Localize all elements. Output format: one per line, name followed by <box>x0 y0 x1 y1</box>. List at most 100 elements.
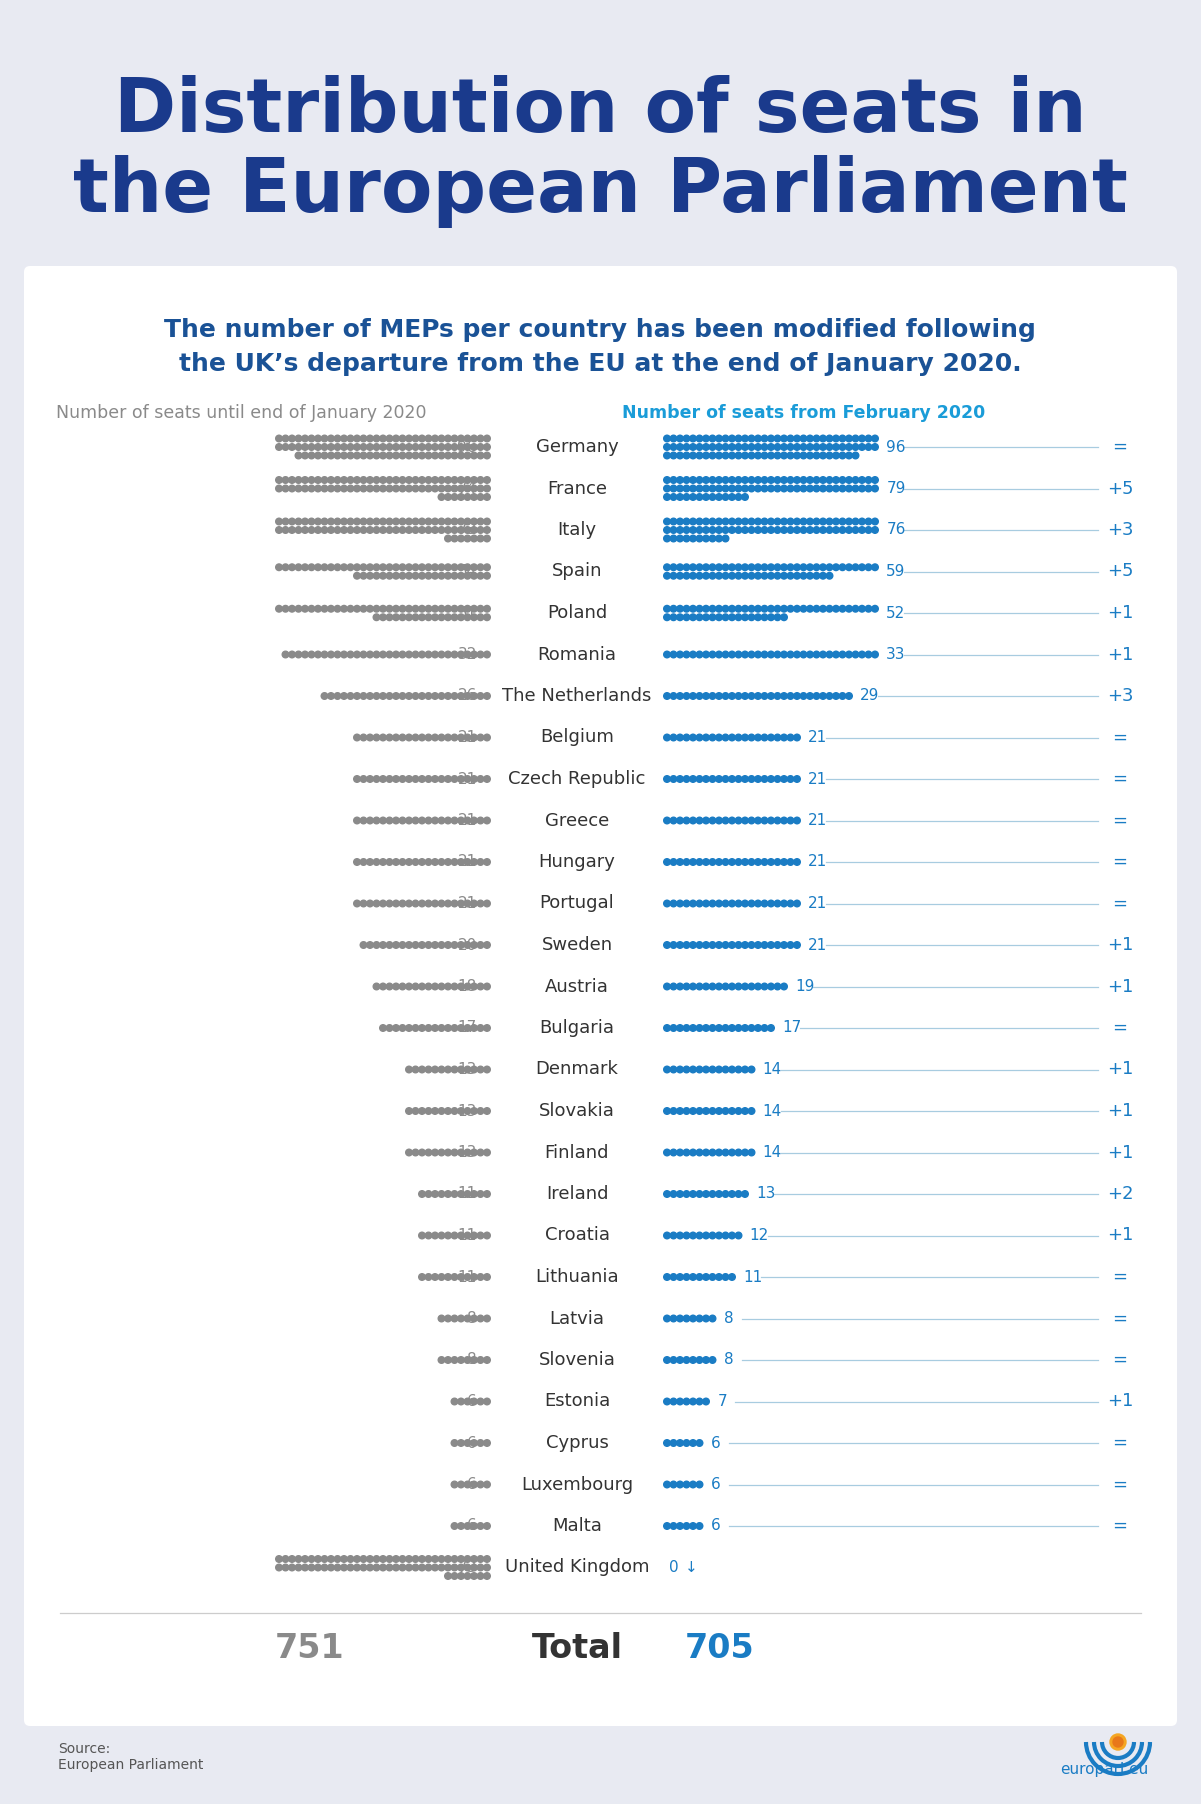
Circle shape <box>697 435 703 442</box>
Circle shape <box>826 651 832 658</box>
Circle shape <box>775 983 781 990</box>
Circle shape <box>839 453 846 458</box>
Circle shape <box>288 485 295 492</box>
Circle shape <box>360 776 366 783</box>
Circle shape <box>710 527 716 534</box>
Circle shape <box>328 476 334 483</box>
Text: =: = <box>1112 812 1128 830</box>
Circle shape <box>689 453 697 458</box>
Text: =: = <box>1112 1019 1128 1037</box>
Circle shape <box>354 527 360 534</box>
Text: +1: +1 <box>1107 978 1134 996</box>
Circle shape <box>703 435 710 442</box>
Circle shape <box>458 942 465 949</box>
Circle shape <box>676 527 683 534</box>
Circle shape <box>722 817 729 824</box>
Circle shape <box>452 900 458 907</box>
Circle shape <box>452 435 458 442</box>
Circle shape <box>374 651 380 658</box>
Circle shape <box>742 453 748 458</box>
Circle shape <box>282 651 288 658</box>
Circle shape <box>295 518 301 525</box>
Circle shape <box>794 565 800 570</box>
Circle shape <box>393 734 399 741</box>
Circle shape <box>787 476 794 483</box>
Circle shape <box>729 1108 735 1115</box>
Circle shape <box>689 651 697 658</box>
Circle shape <box>458 651 465 658</box>
Circle shape <box>794 453 800 458</box>
Circle shape <box>282 476 288 483</box>
Circle shape <box>425 1274 432 1281</box>
Circle shape <box>484 453 490 458</box>
Circle shape <box>438 983 444 990</box>
Circle shape <box>431 942 438 949</box>
Circle shape <box>754 776 761 783</box>
Circle shape <box>360 527 366 534</box>
Text: 14: 14 <box>763 1063 782 1077</box>
Text: 17: 17 <box>458 1021 477 1035</box>
Text: 13: 13 <box>458 1063 477 1077</box>
Circle shape <box>412 453 419 458</box>
Circle shape <box>387 518 393 525</box>
Circle shape <box>742 527 748 534</box>
Circle shape <box>742 476 748 483</box>
Circle shape <box>458 536 465 541</box>
Circle shape <box>393 476 399 483</box>
Circle shape <box>452 693 458 700</box>
Circle shape <box>729 693 735 700</box>
Circle shape <box>471 1232 477 1239</box>
Circle shape <box>399 444 406 451</box>
Circle shape <box>722 1025 729 1032</box>
Circle shape <box>431 1274 438 1281</box>
Circle shape <box>399 613 406 621</box>
Circle shape <box>767 565 775 570</box>
Circle shape <box>282 565 288 570</box>
Circle shape <box>471 1357 477 1364</box>
Circle shape <box>807 485 813 492</box>
Circle shape <box>387 572 393 579</box>
Circle shape <box>406 453 412 458</box>
Circle shape <box>458 859 465 866</box>
Circle shape <box>683 527 689 534</box>
Circle shape <box>425 565 432 570</box>
Circle shape <box>334 651 341 658</box>
Circle shape <box>683 1191 689 1198</box>
Circle shape <box>729 859 735 866</box>
Circle shape <box>465 1398 471 1405</box>
Circle shape <box>288 565 295 570</box>
Circle shape <box>754 693 761 700</box>
Circle shape <box>735 527 742 534</box>
Circle shape <box>477 453 484 458</box>
Circle shape <box>664 453 670 458</box>
Circle shape <box>374 983 380 990</box>
Circle shape <box>484 1315 490 1322</box>
Circle shape <box>697 527 703 534</box>
Text: Belgium: Belgium <box>540 729 614 747</box>
Circle shape <box>471 494 477 500</box>
Circle shape <box>452 1108 458 1115</box>
Circle shape <box>846 693 853 700</box>
Circle shape <box>729 1149 735 1156</box>
Circle shape <box>729 776 735 783</box>
Circle shape <box>697 518 703 525</box>
Circle shape <box>425 1555 432 1562</box>
Circle shape <box>735 435 742 442</box>
Circle shape <box>452 1481 458 1488</box>
Text: =: = <box>1112 1351 1128 1369</box>
Circle shape <box>794 776 800 783</box>
Circle shape <box>683 518 689 525</box>
Circle shape <box>775 613 781 621</box>
Circle shape <box>387 776 393 783</box>
Circle shape <box>775 859 781 866</box>
Circle shape <box>387 565 393 570</box>
Circle shape <box>670 734 677 741</box>
Circle shape <box>683 536 689 541</box>
Circle shape <box>406 983 412 990</box>
Circle shape <box>710 734 716 741</box>
Circle shape <box>729 1274 735 1281</box>
Circle shape <box>431 527 438 534</box>
Text: 21: 21 <box>808 897 827 911</box>
Circle shape <box>722 693 729 700</box>
Text: =: = <box>1112 853 1128 871</box>
